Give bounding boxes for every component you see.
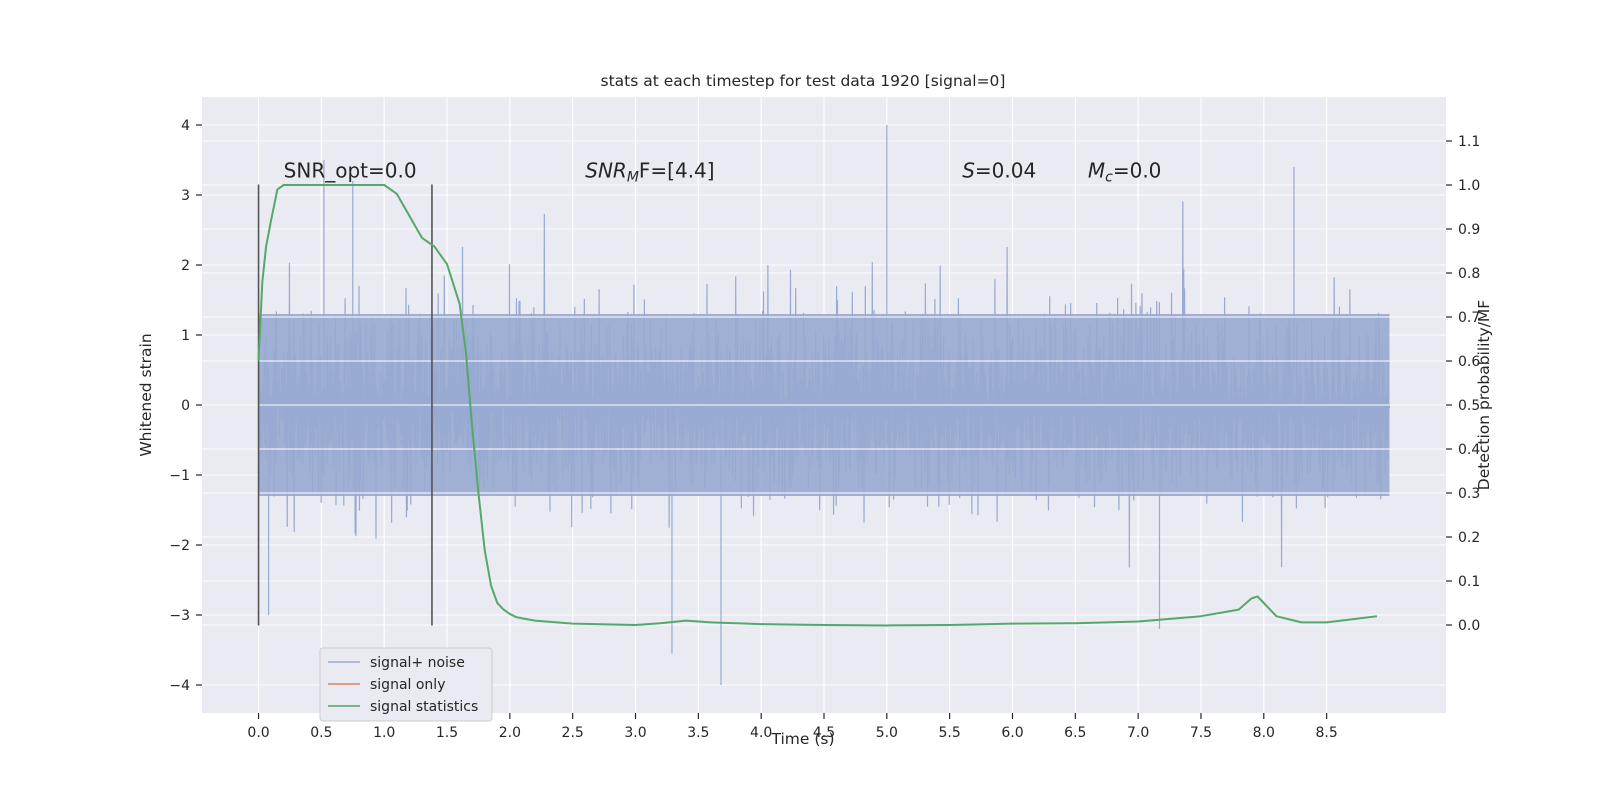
annotation-text: SNRMF=[4.4] <box>585 159 714 186</box>
y-left-tick-label: 1 <box>181 328 190 344</box>
y-left-tick-label: −2 <box>169 538 190 554</box>
y-right-tick-label: 0.8 <box>1458 266 1480 282</box>
y-left-tick-label: −4 <box>169 678 190 694</box>
y-right-tick-label: 0.0 <box>1458 618 1480 634</box>
x-tick-label: 8.5 <box>1315 725 1337 741</box>
legend-label-signal-only: signal only <box>370 677 445 693</box>
signal-noise-series <box>257 125 1391 685</box>
signal-statistics-series <box>257 184 1378 627</box>
annotation-symbol: S <box>962 159 975 183</box>
x-tick-label: 7.0 <box>1127 725 1149 741</box>
y-right-axis-ticks: 1.1 1.0 0.9 0.8 0.7 0.6 0.5 0.4 0.3 0.2 0.1 0.0 <box>1446 134 1480 634</box>
y-right-tick-label: 0.3 <box>1458 486 1480 502</box>
legend-frame <box>319 647 493 722</box>
chart-title: stats at each timestep for test data 192… <box>601 72 1006 90</box>
y-right-tick-label: 0.6 <box>1458 354 1480 370</box>
x-tick-label: 4.5 <box>813 725 835 741</box>
x-tick-label: 5.5 <box>939 725 961 741</box>
x-tick-label: 1.5 <box>436 725 458 741</box>
y-right-tick-label: 0.7 <box>1458 310 1480 326</box>
annotation-subscript: M <box>627 170 639 186</box>
annotation-subscript: c <box>1105 170 1113 186</box>
annotation-text: Mc=0.0 <box>1088 159 1162 186</box>
x-tick-label: 6.0 <box>1001 725 1023 741</box>
x-tick-label: 3.5 <box>687 725 709 741</box>
y-right-tick-label: 0.5 <box>1458 398 1480 414</box>
y-left-tick-label: 2 <box>181 258 190 274</box>
legend-label-signal-noise: signal+ noise <box>370 655 465 671</box>
annotation-symbol: SNR <box>585 159 627 183</box>
annotation-value: F=[4.4] <box>639 159 715 183</box>
signal-statistics-line <box>257 184 1378 627</box>
y-left-axis-ticks: 4 3 2 1 0 −1 −2 −3 −4 <box>169 118 202 694</box>
y-right-tick-label: 1.0 <box>1458 178 1480 194</box>
x-tick-label: 1.0 <box>373 725 395 741</box>
y-right-tick-label: 0.2 <box>1458 530 1480 546</box>
x-axis-ticks: 0.0 0.5 1.0 1.5 2.0 2.5 3.0 3.5 4.0 4.5 5.0 5.5 6.0 6… <box>247 713 1338 741</box>
annotation-text: SNR_opt=0.0 <box>284 159 417 183</box>
x-axis-label: Time (s) <box>770 730 834 748</box>
y-left-tick-label: −1 <box>169 468 190 484</box>
annotation-symbol: M <box>1088 159 1105 183</box>
x-tick-label: 4.0 <box>750 725 772 741</box>
annotation-text: S=0.04 <box>962 159 1036 183</box>
y-left-tick-label: −3 <box>169 608 190 624</box>
legend-label-signal-statistics: signal statistics <box>370 699 478 715</box>
y-right-tick-label: 1.1 <box>1458 134 1480 150</box>
y-right-tick-label: 0.1 <box>1458 574 1480 590</box>
annotation-value: =0.0 <box>1113 159 1162 183</box>
x-tick-label: 7.5 <box>1190 725 1212 741</box>
vertical-markers <box>257 184 433 626</box>
x-tick-label: 8.0 <box>1253 725 1275 741</box>
x-tick-label: 0.5 <box>310 725 332 741</box>
y-left-tick-label: 0 <box>181 398 190 414</box>
y-left-tick-label: 4 <box>181 118 190 134</box>
y-right-tick-label: 0.4 <box>1458 442 1480 458</box>
y-left-axis-label: Whitened strain <box>137 333 155 456</box>
x-tick-label: 0.0 <box>247 725 269 741</box>
x-tick-label: 5.0 <box>876 725 898 741</box>
x-tick-label: 2.5 <box>562 725 584 741</box>
annotation-value: =0.04 <box>975 159 1036 183</box>
x-tick-label: 2.0 <box>499 725 521 741</box>
x-tick-label: 3.0 <box>624 725 646 741</box>
y-left-tick-label: 3 <box>181 188 190 204</box>
y-right-tick-label: 0.9 <box>1458 222 1480 238</box>
x-tick-label: 6.5 <box>1064 725 1086 741</box>
y-right-axis-label: Detection probability/MF <box>1475 300 1493 491</box>
legend: signal+ noise signal only signal statist… <box>319 647 493 722</box>
annotations: SNR_opt=0.0 SNRMF=[4.4] S=0.04 Mc=0.0 <box>284 159 1162 186</box>
